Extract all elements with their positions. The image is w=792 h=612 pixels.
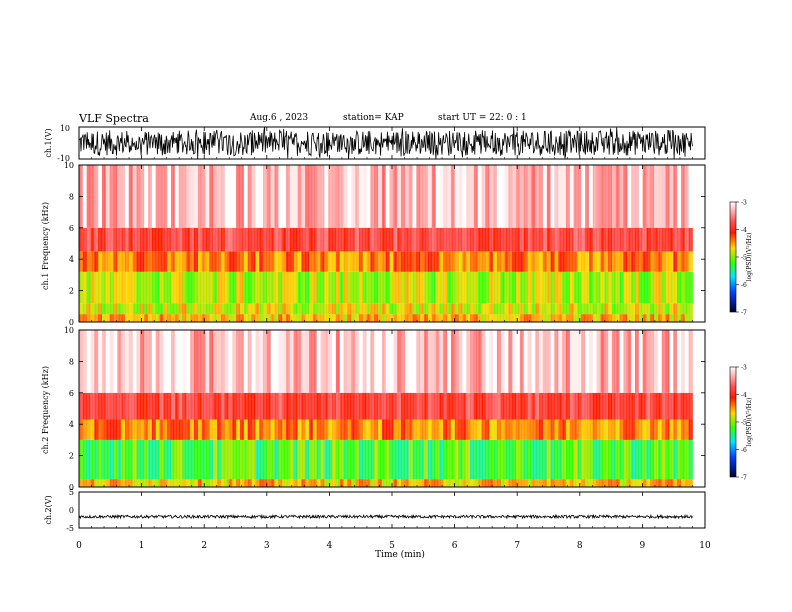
x-tick-label: 3	[264, 541, 270, 551]
colorbar-ch1: -3 -4 -5 -6 -7 log(PSD)(V²/Hz)	[729, 200, 753, 317]
y-tick-label: 2	[69, 452, 74, 461]
ch1-spec-ylabel: ch.1 Frequency (kHz)	[41, 202, 50, 290]
colorbar-ch2: -3 -4 -5 -6 -7 log(PSD)(V²/Hz)	[729, 365, 753, 482]
start-time-label: start UT = 22: 0 : 1	[438, 113, 527, 123]
colorbar-tick-label: -5	[741, 255, 747, 262]
ch2-wave-ylabel: ch.2(V)	[44, 495, 53, 524]
x-axis-label: Time (min)	[375, 549, 425, 560]
x-axis: 0 1 2 3 4 5 6 7 8 9 10	[76, 127, 711, 551]
station-label: station= KAP	[343, 113, 404, 123]
ch1-wave-ytick-top: 10	[60, 124, 70, 133]
x-tick-label: 0	[76, 541, 82, 551]
colorbar-ch2-gradient	[729, 366, 737, 478]
waveform-ch2-line	[78, 513, 693, 520]
colorbar-ch2-label: log(PSD)(V²/Hz)	[746, 398, 753, 447]
y-tick-label: 2	[69, 287, 74, 296]
y-tick-label: 4	[69, 255, 74, 264]
spectrogram-ch1-texture	[79, 165, 705, 322]
y-tick-label: 8	[69, 192, 74, 201]
colorbar-tick-label: -6	[741, 282, 747, 289]
x-tick-label: 4	[327, 541, 333, 551]
y-tick-label: 6	[69, 389, 74, 398]
x-tick-label: 1	[139, 541, 145, 551]
spectrogram-ch1-yticks: 0 2 4 6 8 10	[64, 161, 705, 327]
colorbar-ch1-label: log(PSD)(V²/Hz)	[746, 233, 753, 282]
colorbar-tick-label: -4	[741, 227, 747, 234]
y-tick-label: 5	[69, 488, 74, 497]
x-tick-label: 5	[389, 541, 395, 551]
y-tick-label: 8	[69, 357, 74, 366]
spectrogram-ch2-texture	[79, 330, 705, 487]
x-tick-label: 9	[640, 541, 646, 551]
y-tick-label: 6	[69, 224, 74, 233]
x-tick-label: 7	[514, 541, 520, 551]
spectrogram-ch2-panel: 0 2 4 6 8 10 ch.2 Frequency (kHz)	[41, 326, 706, 492]
y-tick-label: -5	[66, 524, 74, 533]
y-tick-label: 0	[69, 506, 74, 515]
x-tick-label: 8	[577, 541, 583, 551]
date-label: Aug.6 , 2023	[250, 113, 309, 123]
waveform-ch1-panel: 10 -10 ch.1(V)	[44, 124, 706, 163]
colorbar-ch1-gradient	[729, 201, 737, 313]
ch1-wave-ylabel: ch.1(V)	[44, 128, 53, 157]
chart-title: VLF Spectra	[79, 112, 149, 125]
spectrogram-ch1-panel: 0 2 4 6 8 10 ch.1 Frequency (kHz)	[41, 161, 706, 327]
y-tick-label: 4	[69, 420, 74, 429]
spectrogram-ch2-yticks: 0 2 4 6 8 10	[64, 326, 705, 492]
waveform-ch2-panel: 5 0 -5 ch.2(V)	[44, 488, 706, 533]
waveform-ch2-yticks: 5 0 -5	[66, 488, 74, 533]
colorbar-ch1-ticks: -3 -4 -5 -6 -7	[736, 200, 747, 317]
ch1-wave-ytick-bottom: -10	[57, 154, 70, 163]
colorbar-tick-label: -5	[741, 420, 747, 427]
x-tick-label: 2	[201, 541, 207, 551]
waveform-ch1-line	[78, 126, 693, 160]
colorbar-tick-label: -6	[741, 447, 747, 454]
ch2-spec-ylabel: ch.2 Frequency (kHz)	[41, 366, 50, 454]
colorbar-tick-label: -7	[741, 475, 747, 482]
x-tick-label: 6	[452, 541, 458, 551]
colorbar-ch2-ticks: -3 -4 -5 -6 -7	[736, 365, 747, 482]
colorbar-tick-label: -3	[741, 200, 747, 207]
y-tick-label: 0	[69, 483, 74, 492]
colorbar-tick-label: -4	[741, 392, 747, 399]
colorbar-tick-label: -3	[741, 365, 747, 372]
y-tick-label: 10	[64, 161, 74, 170]
colorbar-tick-label: -7	[741, 310, 747, 317]
y-tick-label: 10	[64, 326, 74, 335]
x-tick-label: 10	[699, 541, 711, 551]
y-tick-label: 0	[69, 318, 74, 327]
waveform-ch2-frame	[78, 491, 706, 529]
